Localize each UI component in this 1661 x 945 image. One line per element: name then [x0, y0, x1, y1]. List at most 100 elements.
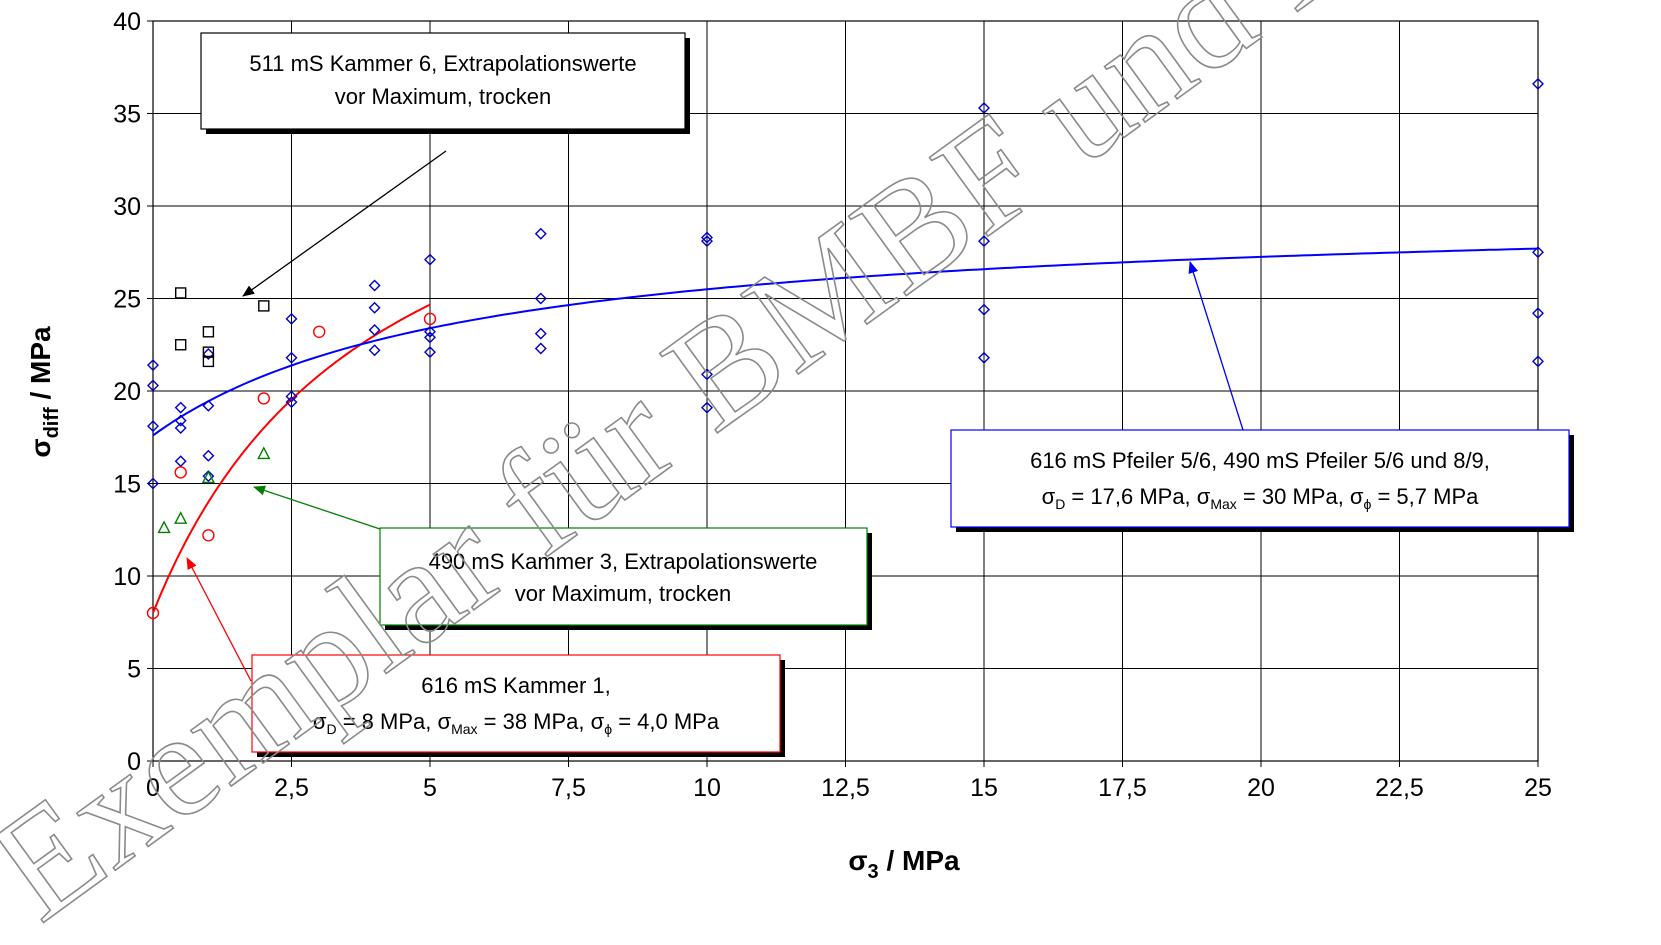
diamond-point — [701, 235, 713, 248]
tick-labels: 0 2,5 5 7,5 10 12,5 15 17,5 20 22,5 25 0 5 10 15 20 25 30… — [113, 8, 1552, 802]
diamond-point — [202, 470, 215, 483]
diamond-point — [174, 414, 187, 427]
diamond-point — [368, 279, 381, 292]
y-tick-label: 15 — [113, 471, 141, 499]
circle-point — [423, 312, 437, 326]
circle-point — [313, 325, 326, 338]
diamond-point — [174, 455, 187, 468]
svg-text:616 mS Kammer 1,: 616 mS Kammer 1, — [421, 673, 611, 698]
svg-text:vor Maximum, trocken: vor Maximum, trocken — [515, 581, 731, 606]
diamond-point — [534, 327, 547, 340]
x-tick-label: 17,5 — [1098, 774, 1147, 802]
diamond-point — [424, 325, 436, 338]
diamond-point — [424, 331, 436, 344]
annotation-black: 511 mS Kammer 6, Extrapolationswerte vor… — [200, 32, 690, 134]
x-tick-label: 10 — [693, 774, 721, 802]
diamond-point — [285, 390, 298, 403]
diamond-point — [978, 235, 990, 248]
diamond-point — [1532, 246, 1544, 259]
y-axis-title: σdiff / MPa — [25, 326, 63, 458]
diamond-point — [534, 342, 547, 355]
diamond-point — [534, 292, 547, 305]
diamond-point — [285, 396, 298, 409]
diamond-point — [1532, 77, 1544, 90]
diamond-point — [701, 368, 713, 381]
square-point — [258, 300, 270, 312]
diamond-point — [368, 344, 381, 357]
y-tick-label: 0 — [127, 748, 141, 776]
triangle-point — [174, 511, 188, 524]
diamond-point — [174, 401, 187, 414]
diamond-point — [368, 323, 381, 336]
svg-text:σD = 8 MPa, σMax = 38 MPa, σϕ: σD = 8 MPa, σMax = 38 MPa, σϕ = 4,0 MPa — [313, 709, 720, 737]
diamond-point — [1532, 307, 1544, 320]
y-tick-label: 5 — [127, 656, 141, 684]
diamond-point — [424, 253, 436, 266]
diamond-point — [147, 379, 159, 392]
diamond-point — [147, 359, 159, 372]
circle-point — [257, 392, 270, 405]
svg-text:511 mS Kammer 6, Extrapolation: 511 mS Kammer 6, Extrapolationswerte — [249, 51, 636, 76]
diamond-point — [978, 303, 990, 316]
annotation-blue: 616 mS Pfeiler 5/6, 490 mS Pfeiler 5/6 u… — [950, 429, 1574, 532]
x-tick-label: 0 — [146, 774, 160, 802]
annotation-red: 616 mS Kammer 1, σD = 8 MPa, σMax = 38 M… — [251, 654, 785, 757]
diamond-point — [978, 101, 990, 114]
arrow-black — [242, 150, 447, 297]
x-tick-label: 22,5 — [1375, 774, 1424, 802]
circle-point — [146, 606, 160, 620]
diamond-point — [534, 227, 547, 240]
square-point — [174, 287, 187, 299]
diamond-point — [701, 231, 713, 244]
triangle-point — [157, 520, 171, 534]
square-point — [202, 355, 215, 368]
arrow-red — [186, 557, 252, 682]
y-tick-label: 35 — [113, 101, 141, 129]
x-tick-label: 15 — [970, 774, 998, 802]
svg-text:σD = 17,6 MPa, σMax = 30 MPa,: σD = 17,6 MPa, σMax = 30 MPa, σϕ = 5,7 M… — [1042, 484, 1480, 512]
diamond-point — [202, 449, 215, 462]
y-tick-label: 30 — [113, 193, 141, 221]
x-tick-label: 5 — [423, 774, 437, 802]
fit-curve — [152, 247, 1539, 437]
x-tick-label: 20 — [1247, 774, 1275, 802]
x-tick-label: 12,5 — [821, 774, 870, 802]
diamond-point — [285, 351, 298, 364]
circle-point — [202, 529, 215, 542]
x-axis-title: σ3 / MPa — [848, 845, 960, 883]
triangle-point — [257, 446, 271, 460]
diamond-point — [978, 351, 990, 364]
x-tick-label: 25 — [1524, 774, 1552, 802]
svg-text:vor Maximum, trocken: vor Maximum, trocken — [335, 84, 551, 109]
y-tick-label: 40 — [113, 8, 141, 36]
diamond-point — [1532, 355, 1544, 368]
fit-curve — [152, 303, 431, 614]
circle-point — [174, 466, 187, 479]
svg-text:616 mS Pfeiler 5/6, 490 mS Pfe: 616 mS Pfeiler 5/6, 490 mS Pfeiler 5/6 u… — [1030, 448, 1490, 473]
annotation-green: 490 mS Kammer 3, Extrapolationswerte vor… — [379, 527, 872, 630]
diamond-point — [424, 346, 436, 359]
arrow-blue — [1188, 261, 1244, 431]
triangle-point — [201, 470, 216, 484]
x-tick-label: 7,5 — [551, 774, 586, 802]
svg-text:490 mS Kammer 3, Extrapolation: 490 mS Kammer 3, Extrapolationswerte — [429, 549, 818, 574]
diamond-point — [701, 401, 713, 414]
diamond-point — [202, 348, 215, 360]
square-point — [202, 346, 215, 358]
y-tick-label: 25 — [113, 286, 141, 314]
data-points — [146, 77, 1544, 620]
diamond-point — [147, 420, 159, 433]
diamond-point — [147, 477, 159, 490]
arrow-green — [253, 485, 381, 530]
diamond-point — [174, 422, 187, 434]
x-tick-label: 2,5 — [274, 774, 309, 802]
diamond-point — [285, 312, 298, 325]
fit-curves — [152, 247, 1539, 614]
square-point — [174, 339, 187, 351]
diamond-point — [202, 399, 215, 412]
y-tick-label: 20 — [113, 378, 141, 406]
y-tick-label: 10 — [113, 563, 141, 591]
diamond-point — [368, 301, 381, 314]
square-point — [202, 326, 215, 338]
